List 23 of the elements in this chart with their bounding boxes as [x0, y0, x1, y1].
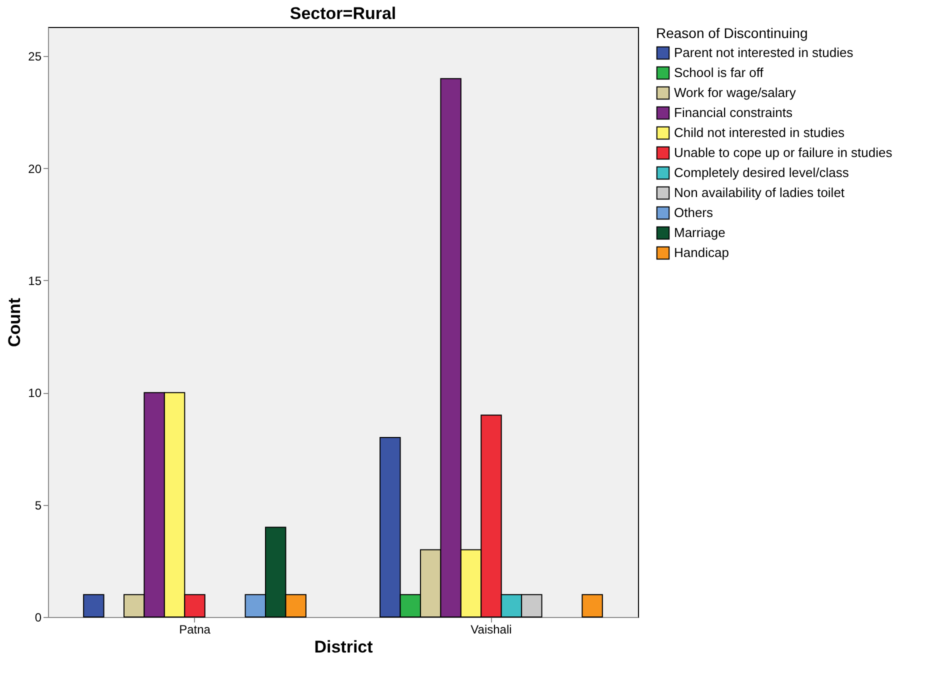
legend-label: Parent not interested in studies	[674, 45, 854, 60]
legend-label: Others	[674, 205, 714, 220]
y-tick-label: 5	[34, 498, 42, 512]
legend-label: Handicap	[674, 245, 729, 260]
legend-label: Non availability of ladies toilet	[674, 185, 845, 200]
legend-label: Completely desired level/class	[674, 165, 850, 180]
legend-label: Marriage	[674, 225, 726, 240]
x-axis-title: District	[314, 638, 374, 656]
legend-label: Unable to cope up or failure in studies	[674, 145, 893, 160]
y-tick-label: 0	[34, 610, 42, 624]
legend-label: School is far off	[674, 65, 764, 80]
x-tick-label: Vaishali	[470, 622, 512, 636]
legend-label: Financial constraints	[674, 105, 793, 120]
y-tick-label: 20	[28, 162, 42, 176]
y-tick-label: 15	[28, 274, 42, 288]
y-axis-title: Count	[5, 298, 24, 348]
legend-label: Child not interested in studies	[674, 125, 846, 140]
y-tick-label: 25	[28, 50, 42, 64]
x-tick-label: Patna	[179, 622, 211, 636]
y-tick-label: 10	[28, 386, 42, 400]
legend-title: Reason of Discontinuing	[656, 25, 808, 41]
chart-title: Sector=Rural	[290, 4, 396, 23]
legend-label: Work for wage/salary	[674, 85, 796, 100]
